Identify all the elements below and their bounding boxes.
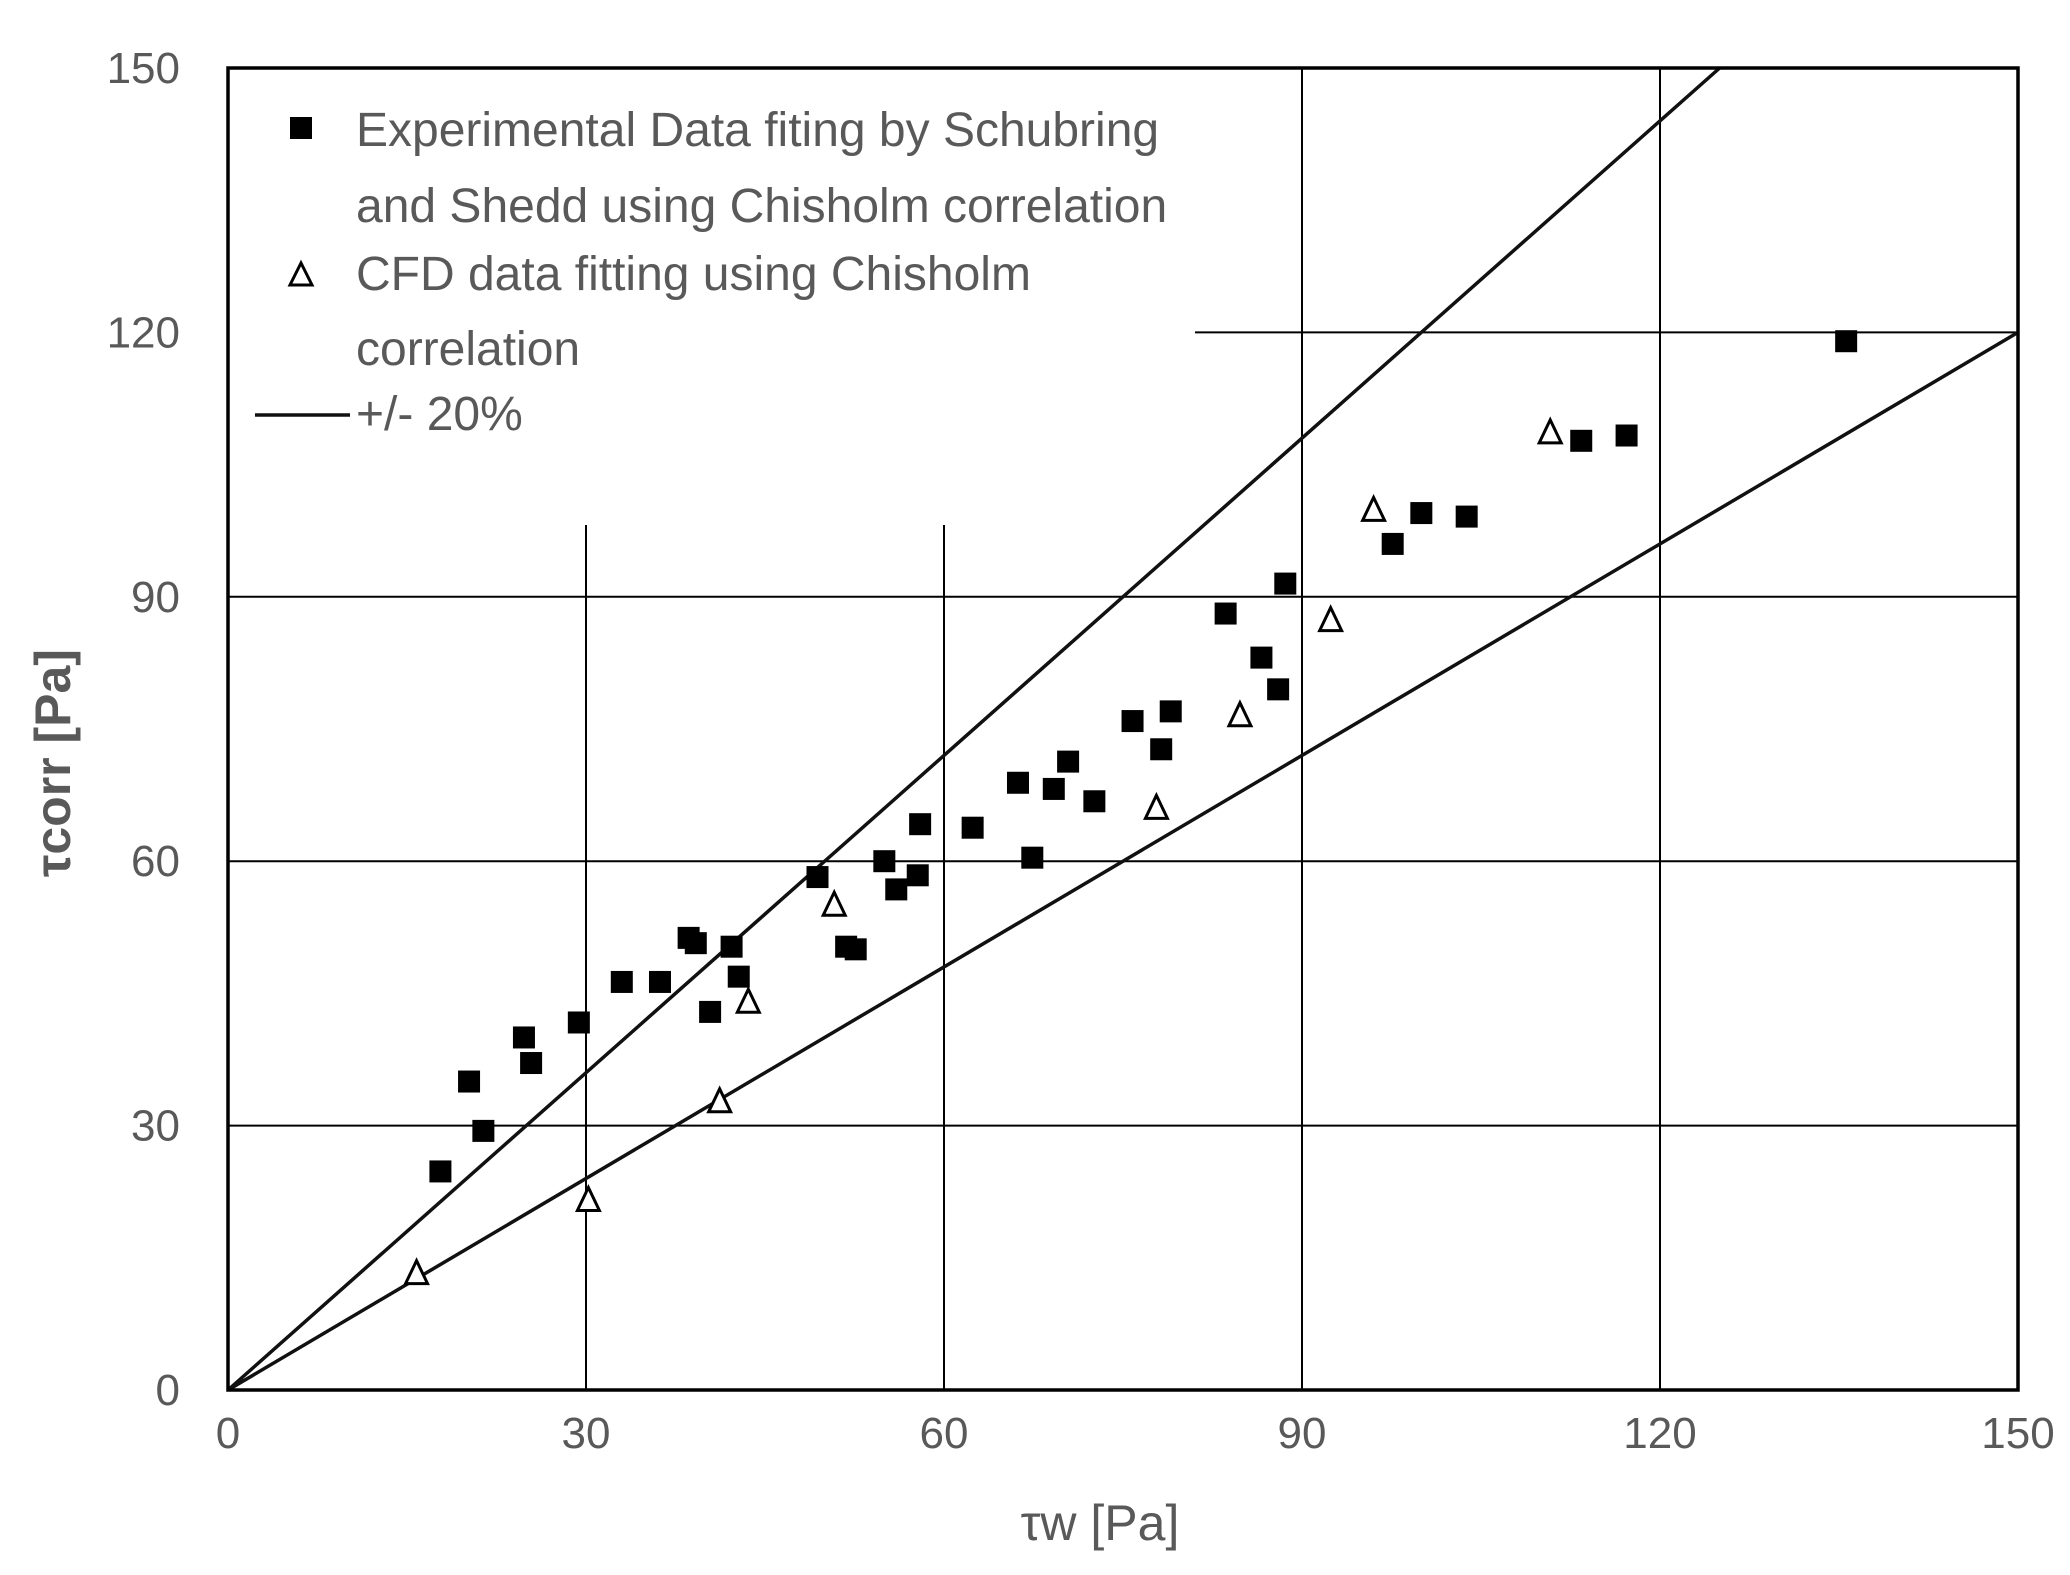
experimental-point — [1274, 572, 1297, 595]
y-tick-label: 150 — [107, 44, 180, 93]
experimental-point — [1410, 502, 1433, 525]
experimental-point — [1570, 429, 1593, 452]
data-markers — [403, 330, 1858, 1286]
legend-square-marker — [290, 117, 312, 139]
legend: Experimental Data fiting by Schubring an… — [255, 104, 1167, 441]
legend-triangle-marker — [287, 259, 315, 287]
cfd-point — [734, 985, 762, 1014]
x-tick-label: 30 — [562, 1409, 611, 1458]
experimental-point — [1381, 532, 1404, 555]
experimental-point — [1615, 424, 1638, 447]
y-tick-label: 30 — [131, 1102, 180, 1151]
experimental-point — [885, 878, 908, 901]
experimental-point — [699, 1000, 722, 1023]
experimental-point — [458, 1070, 481, 1093]
experimental-point — [512, 1026, 535, 1049]
experimental-point — [567, 1011, 590, 1034]
experimental-point — [472, 1119, 495, 1142]
experimental-point — [1121, 710, 1144, 733]
experimental-point — [906, 864, 929, 887]
tick-labels: 0 30 60 90 120 150 0 30 60 90 120 150 — [107, 44, 2055, 1458]
x-tick-label: 90 — [1278, 1409, 1327, 1458]
y-tick-label: 120 — [107, 308, 180, 357]
cfd-point — [1317, 604, 1345, 633]
experimental-point — [806, 866, 829, 889]
experimental-point — [1159, 700, 1182, 723]
reference-line-minus-20 — [227, 330, 2019, 1392]
legend-label-experimental-line1: Experimental Data fiting by Schubring — [356, 104, 1159, 157]
legend-label-experimental-line2: and Shedd using Chisholm correlation — [356, 180, 1167, 233]
y-tick-label: 90 — [131, 573, 180, 622]
experimental-point — [1021, 846, 1044, 869]
experimental-point — [520, 1052, 543, 1075]
experimental-point — [727, 965, 750, 988]
experimental-point — [429, 1160, 452, 1183]
x-tick-label: 120 — [1623, 1409, 1696, 1458]
experimental-point — [873, 850, 896, 873]
experimental-point — [844, 938, 867, 961]
cfd-point — [1143, 791, 1170, 820]
experimental-point — [1042, 777, 1065, 800]
cfd-point — [403, 1257, 430, 1286]
experimental-point — [1455, 505, 1478, 528]
experimental-point — [1250, 646, 1273, 669]
x-tick-label: 150 — [1981, 1409, 2054, 1458]
cfd-point — [1360, 493, 1387, 522]
experimental-point — [961, 816, 984, 839]
experimental-point — [610, 970, 633, 993]
cfd-point — [1226, 699, 1254, 728]
experimental-point — [1083, 790, 1106, 813]
experimental-point — [909, 813, 932, 836]
experimental-point — [684, 932, 707, 955]
x-tick-label: 0 — [216, 1409, 240, 1458]
experimental-point — [1150, 738, 1173, 761]
y-tick-label: 0 — [156, 1366, 180, 1415]
plot-area-border — [226, 66, 2020, 1392]
cfd-point — [820, 888, 848, 917]
experimental-point — [1835, 330, 1858, 353]
legend-label-ref-lines: +/- 20% — [356, 388, 523, 441]
experimental-point — [720, 935, 743, 958]
y-axis-title: τcorr [Pa] — [25, 649, 81, 877]
legend-label-cfd-line2: correlation — [356, 323, 580, 376]
legend-label-cfd-line1: CFD data fitting using Chisholm — [356, 248, 1031, 301]
x-axis-title: τw [Pa] — [1021, 1495, 1180, 1551]
experimental-point — [1057, 750, 1080, 773]
plot-frame — [226, 66, 2020, 1392]
cfd-point — [706, 1085, 734, 1114]
experimental-point — [648, 970, 671, 993]
reference-line-plus-20 — [226, 66, 1721, 1392]
experimental-point — [1214, 602, 1237, 625]
cfd-point — [1536, 416, 1564, 445]
x-tick-label: 60 — [920, 1409, 969, 1458]
experimental-point — [1267, 678, 1290, 701]
experimental-point — [1006, 771, 1029, 794]
cfd-point — [575, 1184, 602, 1213]
reference-lines — [226, 66, 2019, 1392]
y-tick-label: 60 — [131, 837, 180, 886]
